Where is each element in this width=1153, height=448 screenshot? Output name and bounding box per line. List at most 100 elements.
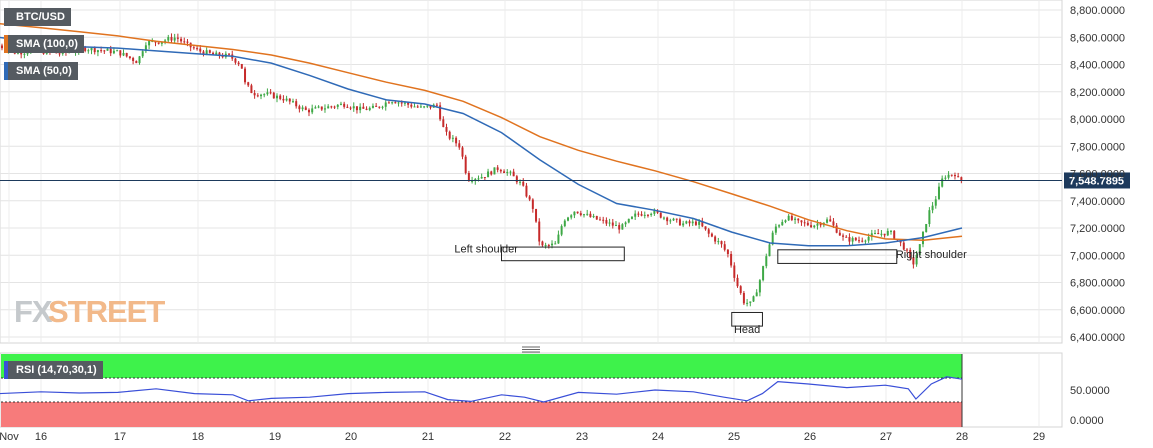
candle-up (116, 50, 119, 52)
candle-down (365, 108, 368, 110)
candle-down (675, 218, 678, 220)
candle-up (874, 233, 877, 235)
candle-up (314, 107, 317, 109)
candle-up (880, 233, 883, 235)
right-shoulder-box (777, 249, 898, 264)
candle-up (215, 52, 218, 55)
candle-up (122, 52, 125, 56)
x-tick-label: 21 (422, 431, 434, 443)
candle-down (525, 185, 528, 197)
candle-up (630, 216, 633, 219)
candle-down (618, 225, 621, 230)
candle-down (355, 106, 358, 111)
legend-sma100[interactable]: SMA (100,0) (4, 35, 84, 53)
candle-up (339, 103, 342, 105)
sma100-label: SMA (100,0) (16, 38, 78, 50)
candle-down (20, 51, 23, 55)
y-tick-label: 7,600.0000 (1070, 169, 1125, 181)
candle-down (742, 292, 745, 304)
candle-down (119, 50, 122, 56)
y-axis-labels: 6,400.0000 6,600.0000 6,800.0000 7,000.0000… (1070, 5, 1125, 427)
candle-up (205, 50, 208, 55)
candle-down (128, 56, 131, 59)
candle-up (918, 244, 921, 255)
candle-up (567, 217, 570, 221)
candle-up (915, 254, 918, 265)
candle-down (832, 221, 835, 226)
candle-down (733, 265, 736, 278)
candle-up (87, 50, 90, 52)
candle-down (387, 102, 390, 104)
candle-down (183, 41, 186, 43)
candle-down (100, 50, 103, 52)
candle-up (794, 218, 797, 220)
symbol-label[interactable]: BTC/USD (4, 8, 71, 26)
candle-down (605, 220, 608, 224)
candle-up (768, 244, 771, 257)
candle-down (256, 95, 259, 97)
candle-up (285, 98, 288, 101)
price-panel (0, 0, 1063, 344)
candle-down (228, 53, 231, 55)
candle-up (650, 213, 653, 216)
sma50-label: SMA (50,0) (16, 65, 72, 77)
y-tick-label: 6,600.0000 (1070, 305, 1125, 317)
legend-rsi[interactable]: RSI (14,70,30,1) (4, 361, 103, 379)
candle-down (407, 102, 410, 105)
candle-up (774, 226, 777, 233)
candle-up (544, 245, 547, 247)
x-tick-label: 24 (652, 431, 664, 443)
candle-down (180, 38, 183, 42)
candle-down (611, 222, 614, 226)
candle-down (595, 216, 598, 220)
rsi-swatch (4, 361, 8, 379)
y-tick-label: 6,400.0000 (1070, 332, 1125, 344)
candle-up (391, 102, 394, 104)
candle-down (445, 126, 448, 132)
y-tick-label: 8,200.0000 (1070, 87, 1125, 99)
candle-down (960, 177, 963, 181)
candle-up (643, 214, 646, 216)
candle-down (854, 237, 857, 241)
candle-up (762, 266, 765, 281)
candle-down (646, 214, 649, 216)
candle-down (576, 211, 579, 214)
left-shoulder-box (501, 246, 625, 262)
candle-down (307, 109, 310, 113)
x-tick-label: Nov (0, 431, 19, 443)
candle-down (234, 58, 237, 63)
candle-down (192, 47, 195, 49)
candle-down (132, 58, 135, 62)
rsi-y-tick-label: 0.0000 (1070, 415, 1104, 427)
candle-down (640, 214, 643, 216)
candle-up (403, 102, 406, 104)
x-tick-label: 18 (192, 431, 204, 443)
candle-up (311, 108, 314, 113)
legend-sma50[interactable]: SMA (50,0) (4, 62, 78, 80)
candle-down (950, 174, 953, 176)
x-tick-label: 28 (956, 431, 968, 443)
candle-up (141, 51, 144, 57)
candle-down (221, 56, 224, 58)
candle-down (176, 37, 179, 39)
candle-up (263, 94, 266, 96)
panel-resize-handle[interactable] (522, 346, 540, 353)
candle-down (678, 219, 681, 226)
candle-down (349, 107, 352, 109)
candle-down (701, 221, 704, 227)
candle-up (851, 237, 854, 242)
candle-up (813, 225, 816, 228)
candle-up (608, 222, 611, 224)
candle-down (362, 106, 365, 109)
left-shoulder-label: Left shoulder (454, 244, 518, 256)
candle-up (890, 230, 893, 232)
candle-down (835, 225, 838, 233)
candle-up (758, 280, 761, 293)
candle-up (749, 301, 752, 303)
y-tick-label: 7,800.0000 (1070, 141, 1125, 153)
candle-up (570, 215, 573, 218)
candle-up (371, 105, 374, 108)
candle-down (726, 249, 729, 254)
candle-up (381, 106, 384, 108)
